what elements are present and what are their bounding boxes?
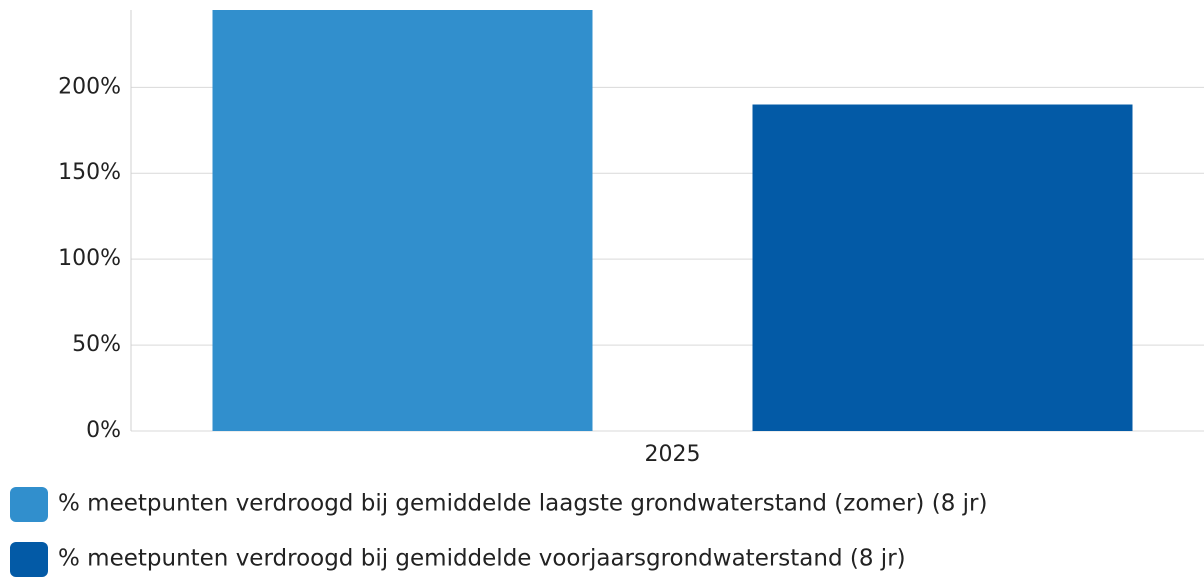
legend-label: % meetpunten verdroogd bij gemiddelde vo…	[58, 546, 906, 572]
y-tick-label: 200%	[58, 74, 121, 99]
bars	[212, 10, 1133, 432]
y-tick-label: 0%	[86, 418, 121, 443]
bar	[212, 10, 593, 431]
legend-label: % meetpunten verdroogd bij gemiddelde la…	[58, 491, 987, 517]
bar	[752, 104, 1133, 432]
y-tick-label: 150%	[58, 160, 121, 185]
legend-swatch	[10, 542, 48, 577]
y-tick-label: 100%	[58, 246, 121, 271]
legend-swatch	[10, 487, 48, 522]
y-tick-label: 50%	[72, 332, 121, 357]
x-tick-label: 2025	[645, 442, 701, 467]
